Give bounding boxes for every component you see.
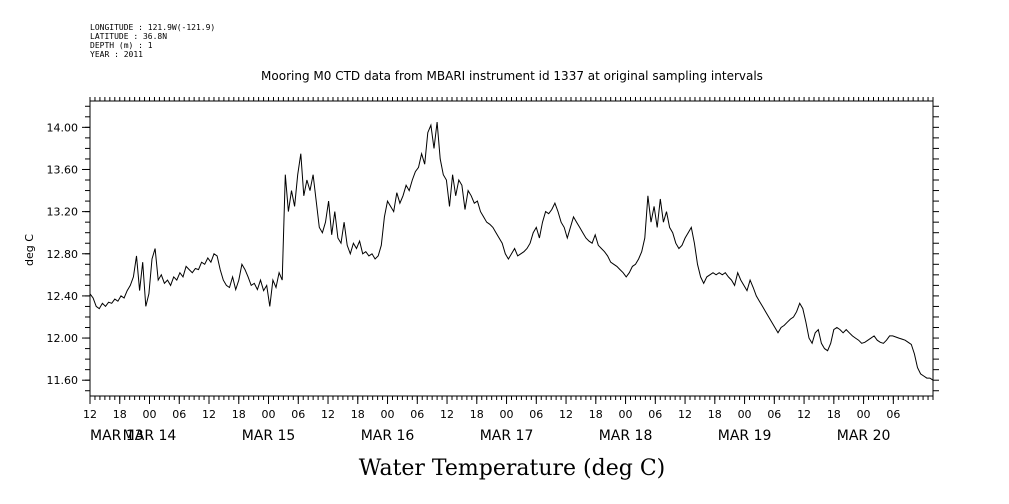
- x-axis-label: Water Temperature (deg C): [359, 456, 666, 481]
- x-hour-label: 06: [172, 408, 186, 421]
- x-date-label: MAR 19: [718, 428, 772, 444]
- x-hour-label: 12: [321, 408, 335, 421]
- x-hour-label: 12: [559, 408, 573, 421]
- x-date-label: MAR 20: [837, 428, 891, 444]
- temperature-line: [89, 122, 934, 381]
- x-hour-label: 00: [262, 408, 276, 421]
- x-hour-label: 12: [440, 408, 454, 421]
- x-hour-label: 06: [529, 408, 543, 421]
- x-hour-label: 00: [381, 408, 395, 421]
- x-hour-label: 06: [291, 408, 305, 421]
- x-hour-label: 06: [767, 408, 781, 421]
- x-hour-label: 00: [857, 408, 871, 421]
- y-tick-label: 13.20: [47, 206, 79, 219]
- x-hour-label: 18: [232, 408, 246, 421]
- x-hour-label: 06: [410, 408, 424, 421]
- x-date-label: MAR 15: [242, 428, 296, 444]
- y-tick-label: 12.80: [47, 248, 79, 261]
- x-hour-label: 00: [143, 408, 157, 421]
- x-date-label: MAR 17: [480, 428, 534, 444]
- x-hour-label: 00: [500, 408, 514, 421]
- x-hour-label: 18: [827, 408, 841, 421]
- x-hour-label: 12: [678, 408, 692, 421]
- x-axis: 12 18 00 06 12 18 00 06 12 18 00 06 12 18 00 06 12 18 00 06…: [83, 97, 934, 444]
- y-tick-label: 14.00: [47, 121, 79, 134]
- x-hour-label: 18: [351, 408, 365, 421]
- y-axis-label: deg C: [23, 234, 36, 266]
- x-hour-label: 18: [708, 408, 722, 421]
- series-group: [89, 122, 934, 381]
- metadata-header: LONGITUDE : 121.9W(-121.9) LATITUDE : 36…: [90, 23, 215, 59]
- x-hour-label: 06: [648, 408, 662, 421]
- x-hour-label: 12: [202, 408, 216, 421]
- x-hour-label: 18: [113, 408, 127, 421]
- x-hour-label: 18: [470, 408, 484, 421]
- x-hour-label: 00: [738, 408, 752, 421]
- x-hour-label: 12: [797, 408, 811, 421]
- plot-frame: [89, 100, 934, 397]
- y-tick-label: 11.60: [47, 374, 79, 387]
- x-hour-label: 18: [589, 408, 603, 421]
- header-depth: DEPTH (m) : 1: [90, 41, 153, 50]
- y-axis: 14.00 13.60 13.20 12.80 12.40 12.00 11.60: [47, 105, 939, 392]
- header-latitude: LATITUDE : 36.8N: [90, 32, 167, 41]
- x-date-label: MAR 18: [599, 428, 653, 444]
- chart-title: Mooring M0 CTD data from MBARI instrumen…: [261, 69, 763, 83]
- x-date-label: MAR 16: [361, 428, 415, 444]
- header-longitude: LONGITUDE : 121.9W(-121.9): [90, 23, 215, 32]
- x-date-label: MAR 13: [90, 428, 144, 444]
- x-hour-label: 12: [83, 408, 97, 421]
- x-hour-label: 06: [886, 408, 900, 421]
- x-hour-label: 00: [619, 408, 633, 421]
- header-year: YEAR : 2011: [90, 50, 143, 59]
- y-tick-label: 12.00: [47, 332, 79, 345]
- y-tick-label: 12.40: [47, 290, 79, 303]
- x-date-label: MAR 14: [123, 428, 177, 444]
- y-tick-label: 13.60: [47, 163, 79, 176]
